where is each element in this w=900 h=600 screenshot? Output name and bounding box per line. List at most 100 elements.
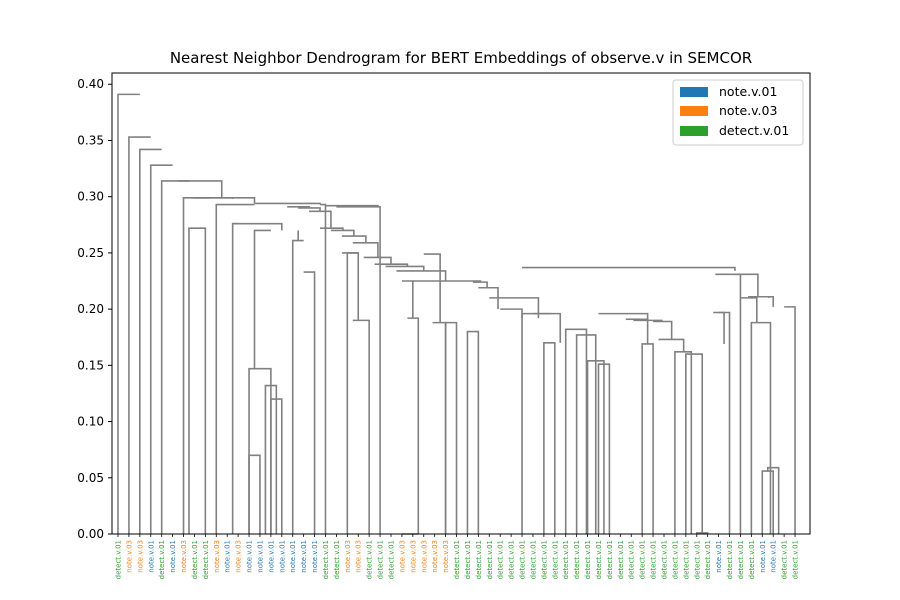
leaf-labels: detect.v.01 note.v.03 note.v.03 note.v.01 de… [115, 534, 800, 579]
leaf-label: detect.v.01 [551, 540, 559, 579]
leaf-label: detect.v.01 [792, 540, 800, 579]
dendrogram-link [215, 203, 255, 534]
dendrogram-link [715, 273, 759, 297]
leaf-label: note.v.01 [759, 540, 767, 573]
dendrogram-link [740, 297, 758, 323]
dendrogram-link [341, 235, 367, 243]
dendrogram-link [188, 227, 203, 534]
leaf-label: note.v.01 [147, 540, 155, 573]
leaf-label: detect.v.01 [508, 540, 516, 579]
leaf-label: note.v.01 [246, 540, 254, 573]
leaf-label: detect.v.01 [366, 540, 374, 579]
leaf-label: detect.v.01 [628, 540, 636, 579]
leaf-label: detect.v.01 [682, 540, 690, 579]
leaf-label: detect.v.01 [661, 540, 669, 579]
dendrogram-link [685, 353, 704, 534]
leaf-label: detect.v.01 [486, 540, 494, 579]
leaf-label: note.v.03 [235, 540, 243, 573]
y-tick-label: 0.40 [77, 77, 104, 91]
dendrogram-link [385, 265, 425, 271]
dendrogram-link [291, 239, 304, 534]
leaf-label: detect.v.01 [191, 540, 199, 579]
dendrogram-links [117, 93, 796, 535]
leaf-label: note.v.01 [256, 540, 264, 573]
legend-label-detect-v-01: detect.v.01 [719, 123, 789, 138]
dendrogram-link [658, 338, 685, 352]
leaf-label: note.v.03 [344, 540, 352, 573]
dendrogram-link [784, 306, 796, 534]
dendrogram-link [303, 271, 316, 534]
dendrogram-link [192, 197, 256, 204]
leaf-label: note.v.01 [224, 540, 232, 573]
dendrogram-link [564, 328, 588, 534]
legend: note.v.01 note.v.03 detect.v.01 [672, 79, 804, 146]
dendrogram-link [750, 321, 772, 534]
dendrogram-link [407, 317, 420, 534]
leaf-label: note.v.03 [431, 540, 439, 573]
dendrogram-link [352, 319, 370, 534]
leaf-label: note.v.03 [398, 540, 406, 573]
leaf-label: detect.v.01 [693, 540, 701, 579]
leaf-label: detect.v.01 [671, 540, 679, 579]
y-tick-label: 0.35 [77, 133, 104, 147]
leaf-label: detect.v.01 [737, 540, 745, 579]
leaf-label: note.v.01 [267, 540, 275, 573]
dendrogram-link [695, 532, 709, 534]
y-tick-label: 0.00 [77, 527, 104, 541]
leaf-label: detect.v.01 [617, 540, 625, 579]
leaf-label: detect.v.01 [388, 540, 396, 579]
dendrogram-link [522, 266, 736, 271]
dendrogram-link [766, 466, 780, 534]
dendrogram-link [330, 229, 355, 237]
dendrogram-link [253, 229, 271, 369]
leaf-label: detect.v.01 [322, 540, 330, 579]
dendrogram-link [248, 367, 272, 534]
leaf-label: note.v.03 [420, 540, 428, 573]
leaf-label: detect.v.01 [650, 540, 658, 579]
leaf-label: note.v.01 [289, 540, 297, 573]
dendrogram-link [336, 206, 381, 534]
dendrogram-link [117, 93, 140, 534]
legend-label-note-v-03: note.v.03 [719, 103, 777, 118]
legend-label-note-v-01: note.v.01 [719, 84, 777, 99]
leaf-label: detect.v.01 [464, 540, 472, 579]
leaf-label: note.v.03 [355, 540, 363, 573]
dendrogram-link [543, 342, 556, 534]
dendrogram-link [472, 281, 488, 288]
dendrogram-link [734, 273, 742, 534]
dendrogram-link [396, 270, 447, 282]
leaf-label: detect.v.01 [704, 540, 712, 579]
leaf-label: detect.v.01 [475, 540, 483, 579]
dendrogram-link [500, 308, 523, 534]
dendrogram-link [718, 311, 731, 534]
leaf-label: detect.v.01 [202, 540, 210, 579]
leaf-label: note.v.03 [442, 540, 450, 573]
leaf-label: detect.v.01 [584, 540, 592, 579]
leaf-label: detect.v.01 [377, 540, 385, 579]
dendrogram-link [160, 180, 189, 534]
dendrogram-link [412, 280, 482, 283]
leaf-label: detect.v.01 [726, 540, 734, 579]
plot-area-frame [111, 72, 811, 535]
dendrogram-link [423, 253, 441, 323]
leaf-label: note.v.01 [169, 540, 177, 573]
legend-swatch-detect-v-01 [680, 126, 708, 136]
dendrogram-link [232, 222, 283, 231]
y-tick-label: 0.25 [77, 246, 104, 260]
leaf-label: detect.v.01 [497, 540, 505, 579]
leaf-label: detect.v.01 [595, 540, 603, 579]
leaf-label: detect.v.01 [540, 540, 548, 579]
leaf-label: note.v.03 [136, 540, 144, 573]
dendrogram-link [363, 256, 392, 265]
chart-title: Nearest Neighbor Dendrogram for BERT Emb… [170, 49, 752, 67]
leaf-label: detect.v.01 [748, 540, 756, 579]
dendrogram-link [466, 330, 480, 534]
dendrogram-link [674, 351, 693, 534]
legend-swatch-note-v-03 [680, 106, 708, 116]
leaf-label: note.v.03 [180, 540, 188, 573]
dendrogram-link [128, 136, 151, 534]
dendrogram-link [139, 148, 162, 534]
leaf-label: detect.v.01 [158, 540, 166, 579]
dendrogram-link [320, 203, 327, 534]
y-tick-label: 0.20 [77, 302, 104, 316]
